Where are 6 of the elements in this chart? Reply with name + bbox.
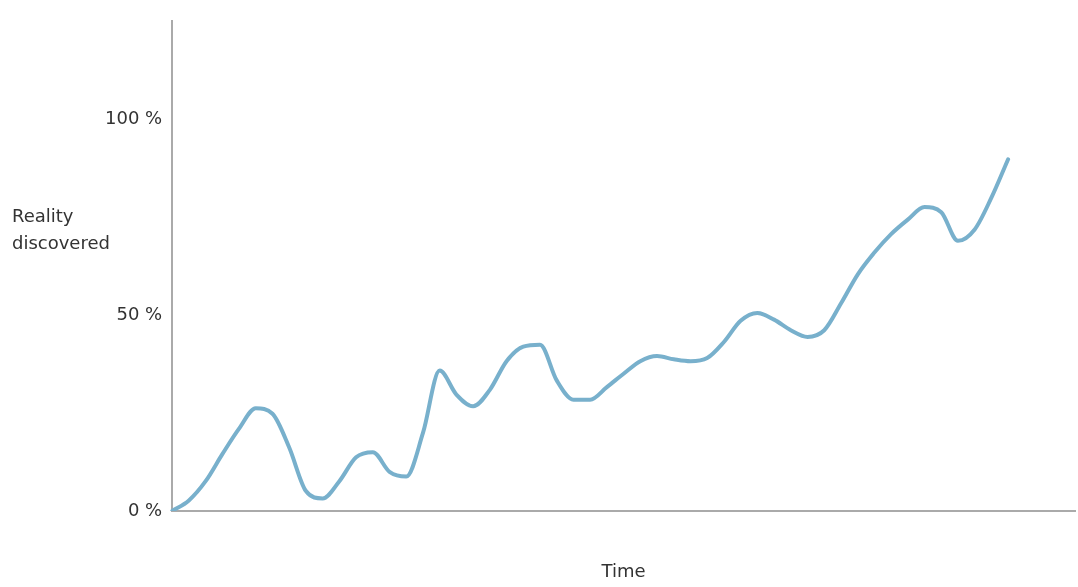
y-tick-label: 100 % (104, 106, 163, 128)
y-tick-label: 50 % (116, 302, 163, 324)
line-series (170, 157, 1011, 511)
y-tick-label: 0 % (127, 498, 163, 520)
x-axis-title: Time (600, 559, 646, 581)
y-axis-title: Reality discovered (12, 204, 111, 255)
